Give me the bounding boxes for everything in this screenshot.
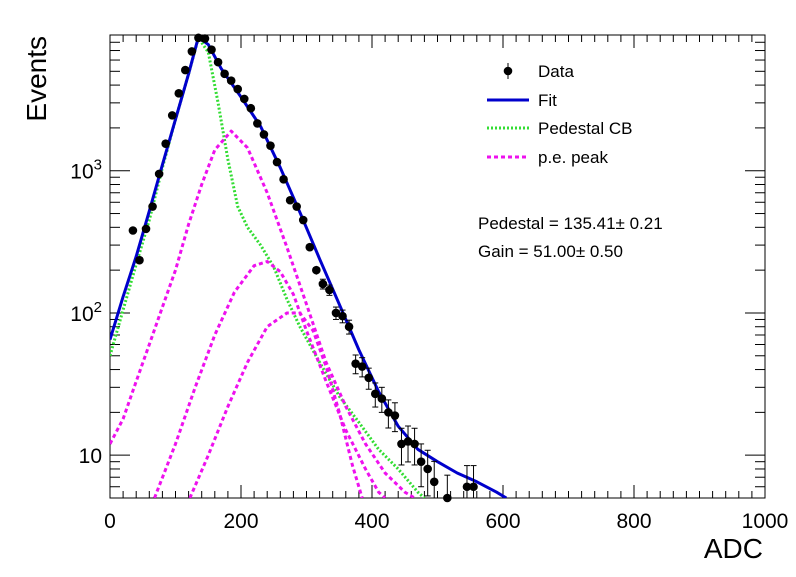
x-axis-label: ADC bbox=[704, 533, 763, 564]
data-point bbox=[325, 285, 334, 295]
data-point bbox=[167, 111, 177, 120]
data-point bbox=[338, 311, 347, 321]
data-point bbox=[305, 242, 315, 252]
legend-data-marker bbox=[503, 66, 513, 76]
data-point bbox=[469, 482, 478, 492]
data-point bbox=[410, 439, 419, 449]
y-tick-label: 10 bbox=[79, 445, 102, 468]
data-point bbox=[318, 279, 328, 289]
data-point bbox=[194, 33, 203, 43]
data-point bbox=[233, 84, 243, 94]
annotation-pedestal: Pedestal = 135.41± 0.21 bbox=[478, 214, 663, 233]
annotation-gain: Gain = 51.00± 0.50 bbox=[478, 242, 623, 261]
x-tick-label: 200 bbox=[223, 510, 258, 533]
data-point bbox=[181, 65, 190, 75]
x-tick-label: 800 bbox=[616, 510, 651, 533]
data-point bbox=[462, 482, 472, 492]
legend: Data Fit Pedestal CB p.e. peak bbox=[487, 62, 633, 167]
data-point bbox=[429, 477, 439, 487]
data-point bbox=[266, 141, 275, 150]
fit-curve bbox=[110, 35, 508, 498]
data-point bbox=[403, 437, 413, 446]
data-point bbox=[292, 202, 301, 211]
legend-label: Data bbox=[538, 62, 574, 81]
data-point bbox=[259, 130, 269, 139]
data-point bbox=[384, 408, 393, 417]
data-point bbox=[213, 57, 223, 67]
data-point bbox=[357, 362, 367, 371]
data-point bbox=[174, 89, 184, 98]
legend-label: p.e. peak bbox=[538, 148, 608, 167]
x-tick-label: 400 bbox=[354, 510, 389, 533]
data-point bbox=[253, 119, 262, 128]
data-point bbox=[220, 69, 229, 79]
pedestal-cb-curve bbox=[110, 36, 426, 498]
data-point bbox=[239, 94, 249, 104]
data-point bbox=[344, 322, 354, 332]
data-point bbox=[377, 394, 387, 403]
y-tick-label: 102 bbox=[70, 299, 102, 326]
data-point bbox=[423, 464, 432, 474]
data-point bbox=[397, 439, 406, 449]
legend-label: Fit bbox=[538, 91, 557, 110]
x-tick-label: 600 bbox=[485, 510, 520, 533]
data-point bbox=[154, 169, 164, 179]
data-point bbox=[312, 265, 321, 275]
data-point bbox=[148, 202, 157, 211]
data-point bbox=[161, 139, 170, 148]
data-point bbox=[135, 255, 144, 265]
data-point bbox=[279, 175, 288, 184]
pe-peak-curve bbox=[188, 311, 364, 498]
x-tick-label: 0 bbox=[104, 510, 116, 533]
data-point bbox=[443, 493, 452, 503]
data-point bbox=[272, 157, 282, 167]
data-point bbox=[141, 224, 151, 234]
y-axis-label: Events bbox=[21, 36, 52, 122]
plot-frame bbox=[109, 34, 766, 499]
data-point bbox=[298, 215, 308, 225]
data-point bbox=[351, 359, 360, 368]
x-tick-label: 1000 bbox=[742, 510, 789, 533]
data-point bbox=[285, 195, 295, 205]
pe-peak-curve bbox=[153, 260, 387, 498]
data-point bbox=[390, 411, 400, 420]
data-point bbox=[370, 389, 380, 399]
data-point bbox=[226, 76, 236, 85]
data-point bbox=[416, 457, 426, 466]
y-tick-label: 103 bbox=[70, 157, 102, 184]
data-point bbox=[128, 226, 138, 235]
data-point bbox=[200, 34, 210, 43]
data-point bbox=[187, 47, 197, 56]
data-point bbox=[246, 103, 256, 113]
pe-peak-curve bbox=[110, 129, 416, 498]
data-point bbox=[364, 373, 374, 383]
data-point bbox=[331, 308, 341, 318]
legend-label: Pedestal CB bbox=[538, 119, 633, 138]
data-point bbox=[207, 45, 216, 54]
